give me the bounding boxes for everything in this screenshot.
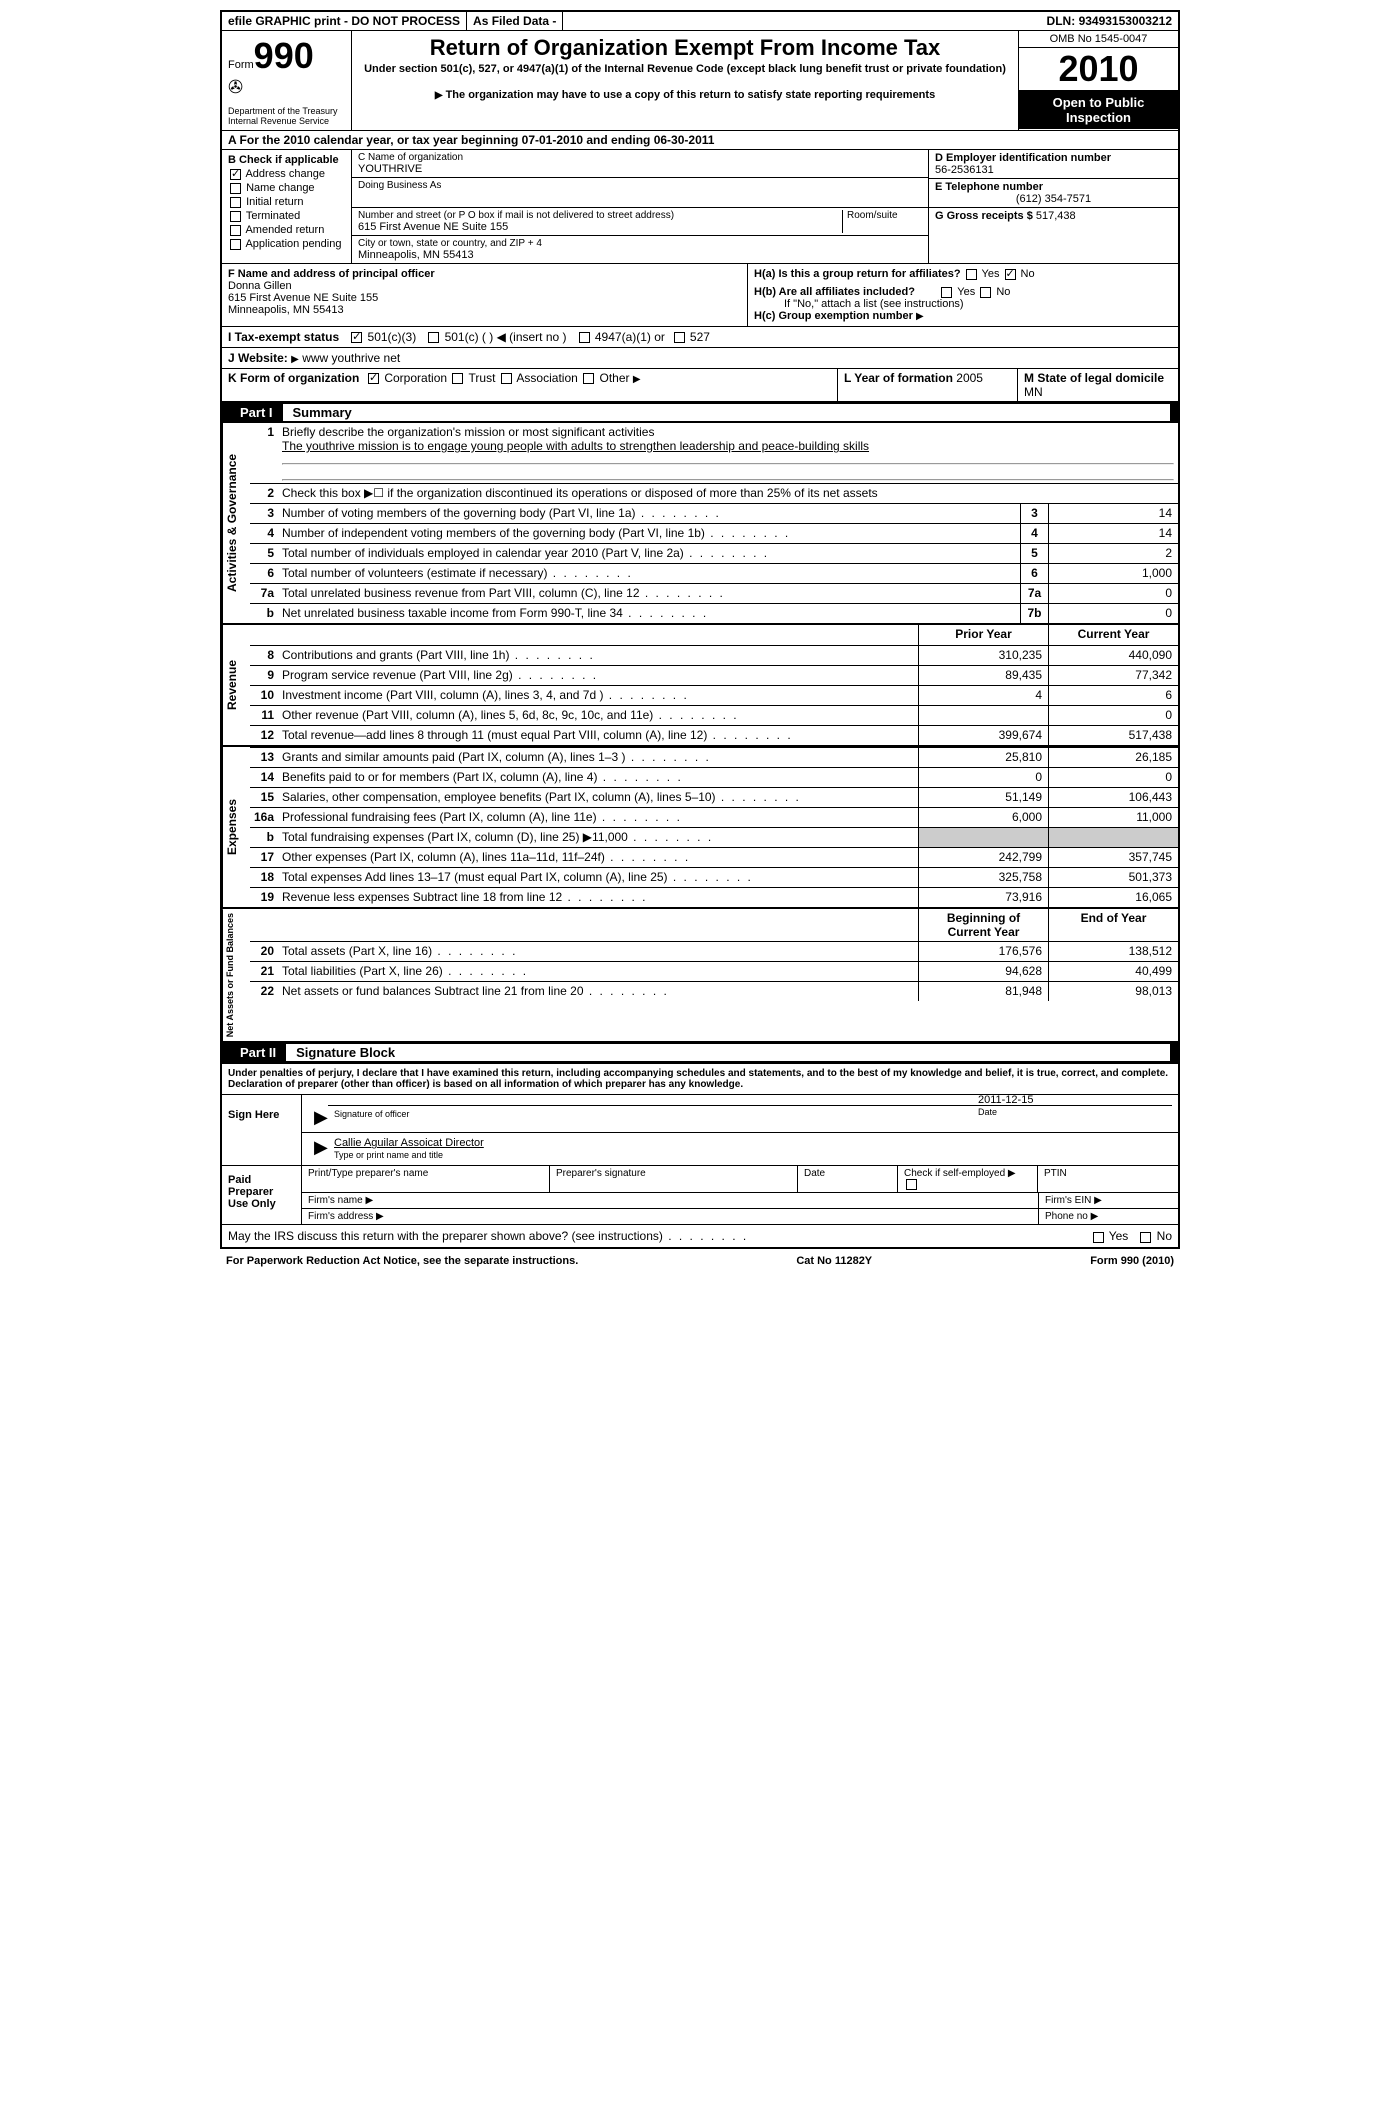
- section-c: C Name of organizationYOUTHRIVE Doing Bu…: [352, 150, 1178, 263]
- top-bar: efile GRAPHIC print - DO NOT PROCESS As …: [222, 12, 1178, 31]
- open-inspection: Open to Public Inspection: [1019, 91, 1178, 129]
- form-subtitle: Under section 501(c), 527, or 4947(a)(1)…: [360, 63, 1010, 75]
- vtab-revenue: Revenue: [222, 625, 250, 745]
- form-note: The organization may have to use a copy …: [360, 89, 1010, 101]
- revenue-section: Revenue Prior YearCurrent Year 8Contribu…: [222, 623, 1178, 745]
- signature-block: Under penalties of perjury, I declare th…: [222, 1063, 1178, 1247]
- efile-notice: efile GRAPHIC print - DO NOT PROCESS: [222, 12, 467, 30]
- year-box: OMB No 1545-0047 2010 Open to Public Ins…: [1018, 31, 1178, 130]
- section-h: H(a) Is this a group return for affiliat…: [748, 264, 1178, 326]
- as-filed: As Filed Data -: [467, 12, 563, 30]
- table-row: 14Benefits paid to or for members (Part …: [250, 767, 1178, 787]
- gross-receipts: 517,438: [1036, 210, 1076, 222]
- website: www youthrive net: [302, 351, 400, 365]
- section-f: F Name and address of principal officer …: [222, 264, 748, 326]
- part1-header: Part I Summary: [222, 401, 1178, 423]
- sign-date: 2011-12-15: [978, 1094, 1166, 1106]
- discuss-question: May the IRS discuss this return with the…: [228, 1229, 1091, 1243]
- perjury-text: Under penalties of perjury, I declare th…: [222, 1064, 1178, 1094]
- initial-return-check[interactable]: [230, 197, 241, 208]
- table-row: 9Program service revenue (Part VIII, lin…: [250, 665, 1178, 685]
- vtab-netassets: Net Assets or Fund Balances: [222, 909, 250, 1041]
- table-row: 18Total expenses Add lines 13–17 (must e…: [250, 867, 1178, 887]
- table-row: 21Total liabilities (Part X, line 26)94,…: [250, 961, 1178, 981]
- activities-governance: Activities & Governance 1Briefly describ…: [222, 423, 1178, 623]
- officer-name: Donna Gillen: [228, 280, 741, 292]
- sections-bcd: B Check if applicable Address change Nam…: [222, 149, 1178, 263]
- pending-check[interactable]: [230, 239, 241, 250]
- header: Form990 ✇ Department of the Treasury Int…: [222, 31, 1178, 130]
- section-j: J Website: www youthrive net: [222, 347, 1178, 368]
- ein: 56-2536131: [935, 164, 1172, 176]
- mission-text: The youthrive mission is to engage young…: [282, 439, 869, 453]
- table-row: 13Grants and similar amounts paid (Part …: [250, 747, 1178, 767]
- address-change-check[interactable]: [230, 169, 241, 180]
- sections-fh: F Name and address of principal officer …: [222, 263, 1178, 326]
- sign-here-label: Sign Here: [222, 1095, 302, 1165]
- table-row: 11Other revenue (Part VIII, column (A), …: [250, 705, 1178, 725]
- vtab-expenses: Expenses: [222, 747, 250, 907]
- expenses-section: Expenses 13Grants and similar amounts pa…: [222, 745, 1178, 907]
- form-title: Return of Organization Exempt From Incom…: [360, 35, 1010, 61]
- vtab-activities: Activities & Governance: [222, 423, 250, 623]
- section-k: K Form of organization Corporation Trust…: [222, 368, 1178, 401]
- paid-preparer-label: Paid Preparer Use Only: [222, 1166, 302, 1224]
- part2-header: Part II Signature Block: [222, 1041, 1178, 1063]
- city-state-zip: Minneapolis, MN 55413: [358, 249, 922, 261]
- section-d: D Employer identification number56-25361…: [928, 150, 1178, 263]
- name-change-check[interactable]: [230, 183, 241, 194]
- dln: DLN: 93493153003212: [1041, 12, 1178, 30]
- table-row: 22Net assets or fund balances Subtract l…: [250, 981, 1178, 1001]
- table-row: 10Investment income (Part VIII, column (…: [250, 685, 1178, 705]
- amended-check[interactable]: [230, 225, 241, 236]
- section-b: B Check if applicable Address change Nam…: [222, 150, 352, 263]
- table-row: 15Salaries, other compensation, employee…: [250, 787, 1178, 807]
- section-i: I Tax-exempt status 501(c)(3) 501(c) ( )…: [222, 326, 1178, 347]
- page-footer: For Paperwork Reduction Act Notice, see …: [220, 1249, 1180, 1273]
- table-row: bTotal fundraising expenses (Part IX, co…: [250, 827, 1178, 847]
- section-a: A For the 2010 calendar year, or tax yea…: [222, 130, 1178, 149]
- table-row: 20Total assets (Part X, line 16)176,5761…: [250, 941, 1178, 961]
- table-row: 17Other expenses (Part IX, column (A), l…: [250, 847, 1178, 867]
- street-address: 615 First Avenue NE Suite 155: [358, 221, 842, 233]
- telephone: (612) 354-7571: [935, 193, 1172, 205]
- table-row: 12Total revenue—add lines 8 through 11 (…: [250, 725, 1178, 745]
- table-row: 8Contributions and grants (Part VIII, li…: [250, 645, 1178, 665]
- title-box: Return of Organization Exempt From Incom…: [352, 31, 1018, 130]
- omb: OMB No 1545-0047: [1019, 31, 1178, 48]
- table-row: 16aProfessional fundraising fees (Part I…: [250, 807, 1178, 827]
- form-number-box: Form990 ✇ Department of the Treasury Int…: [222, 31, 352, 130]
- terminated-check[interactable]: [230, 211, 241, 222]
- netassets-section: Net Assets or Fund Balances Beginning of…: [222, 907, 1178, 1041]
- org-name: YOUTHRIVE: [358, 163, 922, 175]
- officer-name-typed: Callie Aguilar Assoicat Director: [334, 1137, 1166, 1149]
- tax-year: 2010: [1019, 48, 1178, 91]
- table-row: 19Revenue less expenses Subtract line 18…: [250, 887, 1178, 907]
- form-990-page: efile GRAPHIC print - DO NOT PROCESS As …: [220, 10, 1180, 1249]
